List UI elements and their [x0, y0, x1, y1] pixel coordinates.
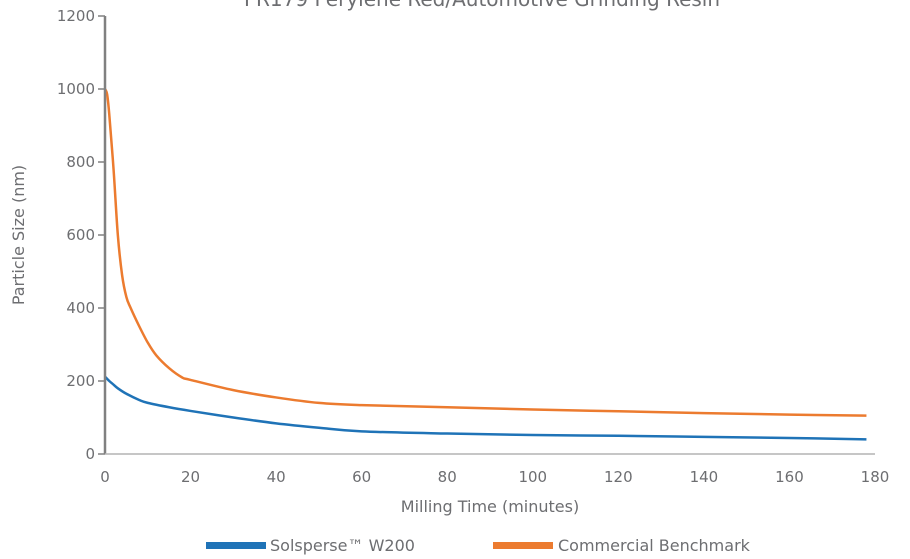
chart-title: PR179 Perylene Red/Automotive Grinding R…	[244, 0, 720, 11]
y-tick-label: 1000	[57, 80, 95, 98]
y-axis-title: Particle Size (nm)	[9, 165, 28, 305]
y-tick-label: 1200	[57, 7, 95, 25]
plot-lines	[103, 88, 867, 441]
x-tick-label: 180	[861, 468, 890, 486]
x-tick-label: 60	[352, 468, 371, 486]
series-line-benchmark	[103, 88, 867, 417]
y-tick-label: 600	[66, 226, 95, 244]
x-tick-label: 140	[690, 468, 719, 486]
legend-label-solsperse: Solsperse™ W200	[270, 536, 415, 555]
series-line-solsperse	[104, 375, 867, 441]
y-tick-label: 800	[66, 153, 95, 171]
legend-label-benchmark: Commercial Benchmark	[558, 536, 751, 555]
x-tick-label: 100	[518, 468, 547, 486]
x-tick-label: 160	[775, 468, 804, 486]
x-tick-label: 0	[100, 468, 110, 486]
legend-swatch-benchmark	[493, 542, 553, 549]
x-tick-label: 80	[438, 468, 457, 486]
legend: Solsperse™ W200 Commercial Benchmark	[206, 536, 751, 555]
y-tick-label: 0	[85, 445, 95, 463]
x-tick-label: 20	[181, 468, 200, 486]
legend-swatch-solsperse	[206, 542, 266, 549]
y-ticks: 0 200 400 600 800 1000 1200	[57, 7, 105, 463]
x-ticks: 0 20 40 60 80 100 120 140 160 180	[100, 468, 889, 486]
x-tick-label: 120	[604, 468, 633, 486]
x-tick-label: 40	[267, 468, 286, 486]
y-tick-label: 200	[66, 372, 95, 390]
x-axis-title: Milling Time (minutes)	[401, 497, 579, 516]
y-tick-label: 400	[66, 299, 95, 317]
